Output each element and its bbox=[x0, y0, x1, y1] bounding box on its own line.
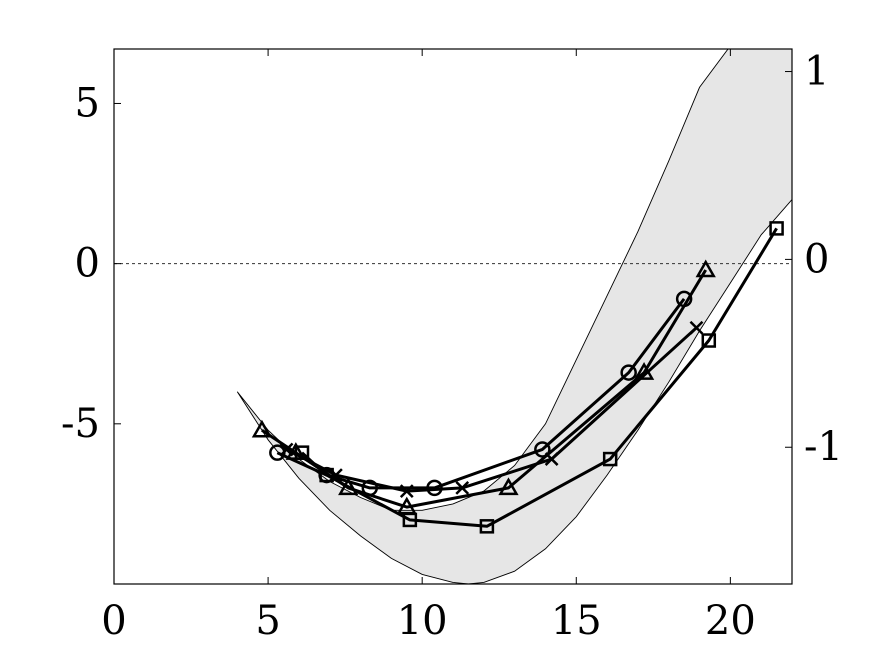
series-line-x bbox=[285, 326, 698, 493]
y-tick-label: -5 bbox=[61, 401, 100, 447]
ticks-layer bbox=[113, 49, 792, 584]
data-point-square bbox=[602, 451, 618, 467]
data-point-circle bbox=[620, 364, 637, 381]
series-layer bbox=[251, 221, 784, 534]
data-point-square bbox=[701, 333, 717, 348]
data-point-triangle bbox=[251, 419, 273, 438]
data-point-circle bbox=[534, 441, 551, 458]
plot-frame bbox=[113, 48, 793, 585]
series-square bbox=[294, 221, 784, 534]
data-point-triangle bbox=[498, 477, 519, 496]
data-point-square bbox=[294, 445, 310, 460]
y-tick-label: 5 bbox=[75, 80, 100, 126]
data-point-circle bbox=[361, 479, 379, 497]
y-tick-label: 0 bbox=[75, 241, 100, 287]
data-point-square bbox=[479, 519, 495, 534]
data-point-triangle bbox=[695, 259, 716, 278]
y2-tick-label: -1 bbox=[804, 424, 843, 470]
series-x bbox=[279, 320, 704, 498]
y2-tick-label: 1 bbox=[804, 49, 829, 95]
data-point-x bbox=[689, 320, 704, 335]
x-tick-label: 20 bbox=[705, 598, 756, 644]
x-tick-label: 5 bbox=[255, 598, 280, 644]
shaded-band bbox=[236, 49, 792, 584]
y2-tick-label: 0 bbox=[804, 236, 829, 282]
data-point-x bbox=[544, 452, 559, 466]
data-point-x bbox=[279, 442, 294, 457]
shaded-band-layer bbox=[236, 49, 792, 584]
data-point-triangle bbox=[338, 477, 359, 496]
series-line-square bbox=[300, 227, 778, 528]
data-point-x bbox=[455, 481, 470, 495]
data-point-square bbox=[769, 221, 784, 236]
data-point-square bbox=[319, 467, 334, 483]
data-point-x bbox=[399, 484, 414, 498]
x-tick-label: 0 bbox=[101, 598, 126, 644]
data-point-square bbox=[402, 512, 418, 528]
x-tick-label: 10 bbox=[397, 598, 448, 644]
data-point-circle bbox=[675, 290, 693, 308]
x-tick-label: 15 bbox=[551, 598, 602, 644]
